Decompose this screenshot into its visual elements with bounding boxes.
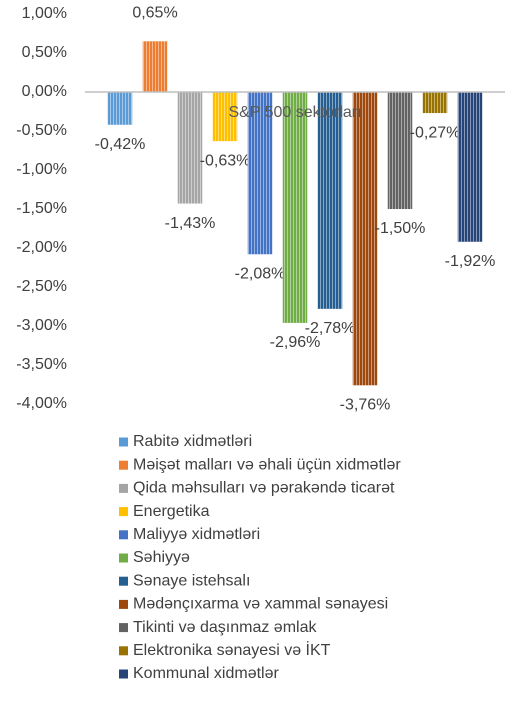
bar-texture	[352, 92, 378, 386]
legend-swatch	[119, 437, 128, 447]
y-tick-label: 0,50%	[22, 44, 67, 61]
data-label: -0,42%	[95, 136, 146, 153]
legend-label: Rabitə xidmətləri	[133, 433, 252, 450]
legend-swatch	[119, 623, 128, 633]
bar-texture	[282, 92, 308, 323]
legend-label: Kommunal xidmətlər	[133, 665, 280, 682]
x-tick-label: S&P 500 sektorları	[228, 104, 361, 121]
data-label: -1,50%	[375, 220, 426, 237]
legend-swatch	[119, 576, 128, 586]
legend-label: Maliyyə xidmətləri	[133, 526, 260, 543]
legend-label: Qida məhsulları və pərakəndə ticarət	[133, 480, 395, 497]
bar-texture	[177, 92, 203, 204]
data-label: -0,27%	[410, 124, 461, 141]
y-tick-label: -3,50%	[16, 356, 67, 373]
data-label: -0,63%	[200, 152, 251, 169]
data-label: -2,96%	[270, 334, 321, 351]
bar-texture	[212, 92, 238, 142]
data-label: -2,08%	[235, 265, 286, 282]
legend-label: Səhiyyə	[133, 549, 190, 566]
y-tick-label: -0,50%	[16, 122, 67, 139]
data-label: -3,76%	[340, 396, 391, 413]
legend-swatch	[119, 507, 128, 517]
bar-texture	[422, 92, 448, 114]
legend-swatch	[119, 483, 128, 493]
y-tick-label: -2,00%	[16, 239, 67, 256]
bar-texture	[387, 92, 413, 209]
legend-label: Məişət malları və əhali üçün xidmətlər	[133, 456, 401, 473]
legend-swatch	[119, 530, 128, 540]
legend-swatch	[119, 646, 128, 656]
bar-texture	[317, 92, 343, 309]
y-tick-label: -1,50%	[16, 200, 67, 217]
bar-texture	[457, 92, 483, 242]
data-label: -1,43%	[165, 215, 216, 232]
data-label: 0,65%	[132, 5, 177, 22]
legend-label: Sənaye istehsalı	[133, 572, 250, 589]
legend-label: Elektronika sənayesi və İKT	[133, 640, 331, 659]
legend-swatch	[119, 669, 128, 679]
legend-label: Tikinti və daşınmaz əmlak	[133, 619, 317, 636]
legend-label: Energetika	[133, 503, 210, 520]
legend-swatch	[119, 553, 128, 563]
bar-texture	[247, 92, 273, 255]
legend-swatch	[119, 599, 128, 609]
y-tick-label: 0,00%	[22, 83, 67, 100]
y-tick-label: 1,00%	[22, 5, 67, 22]
data-label: -2,78%	[305, 320, 356, 337]
y-tick-label: -4,00%	[16, 395, 67, 412]
y-tick-label: -3,00%	[16, 317, 67, 334]
bar-texture	[142, 41, 168, 92]
data-label: -1,92%	[445, 253, 496, 270]
legend-label: Mədənçıxarma və xammal sənayesi	[133, 596, 388, 613]
y-tick-label: -2,50%	[16, 278, 67, 295]
bar-texture	[107, 92, 133, 125]
legend-swatch	[119, 460, 128, 470]
y-tick-label: -1,00%	[16, 161, 67, 178]
